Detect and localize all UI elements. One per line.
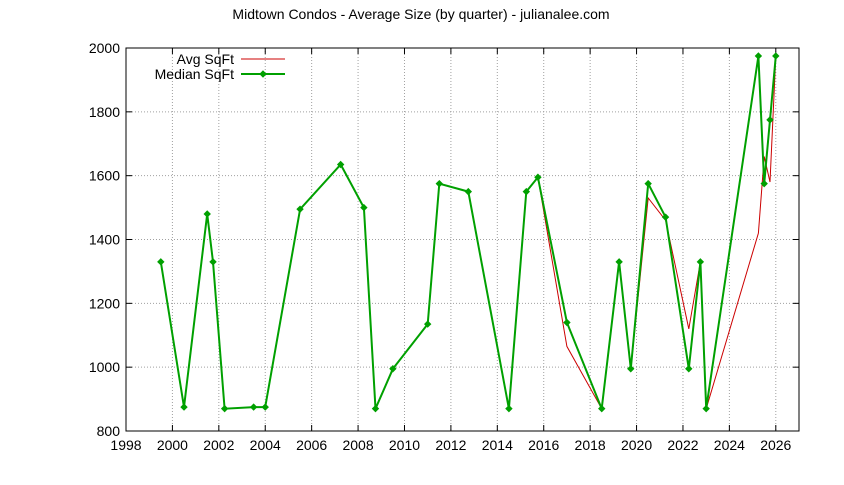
data-point <box>772 52 780 60</box>
data-point <box>760 179 768 188</box>
data-point <box>259 70 267 78</box>
data-point <box>371 404 380 413</box>
x-tick-label: 2016 <box>528 437 559 453</box>
x-tick-label: 2018 <box>575 437 606 453</box>
data-point <box>598 404 606 413</box>
data-point <box>336 160 345 169</box>
data-point <box>220 404 229 413</box>
series-line <box>160 55 777 411</box>
x-tick-label: 2004 <box>250 437 281 453</box>
x-tick-label: 2014 <box>482 437 513 453</box>
data-point <box>702 404 710 413</box>
y-tick-label: 1200 <box>89 295 120 311</box>
data-point <box>261 403 269 411</box>
axes: 1998 2000 2002 2004 2006 2008 2010 2012 2014 2016… <box>89 40 800 453</box>
x-tick-label: 2024 <box>714 437 745 453</box>
data-point <box>180 403 188 411</box>
y-tick-label: 2000 <box>89 40 120 56</box>
data-point <box>203 210 211 218</box>
x-tick-label: 2006 <box>296 437 327 453</box>
data-point <box>209 258 217 266</box>
chart-title: Midtown Condos - Average Size (by quarte… <box>232 6 609 22</box>
series-1 <box>157 52 780 413</box>
data-point <box>435 179 444 188</box>
data-point <box>563 318 571 327</box>
x-tick-label: 2020 <box>621 437 652 453</box>
legend-label: Avg SqFt <box>177 51 234 67</box>
y-tick-label: 800 <box>97 423 121 439</box>
data-point <box>157 258 165 266</box>
data-point <box>522 187 531 196</box>
data-point <box>249 403 258 411</box>
data-point <box>685 365 693 373</box>
x-tick-label: 2010 <box>389 437 420 453</box>
x-tick-label: 2026 <box>760 437 791 453</box>
data-point <box>389 365 397 373</box>
data-point <box>766 116 774 124</box>
data-point <box>644 179 652 188</box>
x-tick-label: 2000 <box>157 437 188 453</box>
data-point <box>505 404 513 413</box>
y-tick-label: 1800 <box>89 104 120 120</box>
data-point <box>296 205 304 213</box>
data-point <box>754 52 763 60</box>
x-tick-label: 2012 <box>435 437 466 453</box>
x-tick-label: 1998 <box>110 437 141 453</box>
grid <box>126 48 799 431</box>
y-tick-label: 1000 <box>89 359 120 375</box>
x-tick-label: 2008 <box>342 437 373 453</box>
data-point <box>615 258 623 266</box>
data-point <box>661 213 670 221</box>
series-line <box>159 55 777 410</box>
data-point <box>534 173 542 181</box>
series-layer <box>157 52 780 413</box>
x-tick-label: 2022 <box>667 437 698 453</box>
legend-label: Median SqFt <box>155 66 234 82</box>
data-point <box>423 320 432 328</box>
y-tick-label: 1600 <box>89 168 120 184</box>
data-point <box>627 365 635 373</box>
data-point <box>464 187 473 196</box>
data-point <box>360 203 368 212</box>
x-tick-label: 2002 <box>203 437 234 453</box>
y-tick-label: 1400 <box>89 232 120 248</box>
data-point <box>696 258 705 266</box>
series-0 <box>160 55 777 411</box>
